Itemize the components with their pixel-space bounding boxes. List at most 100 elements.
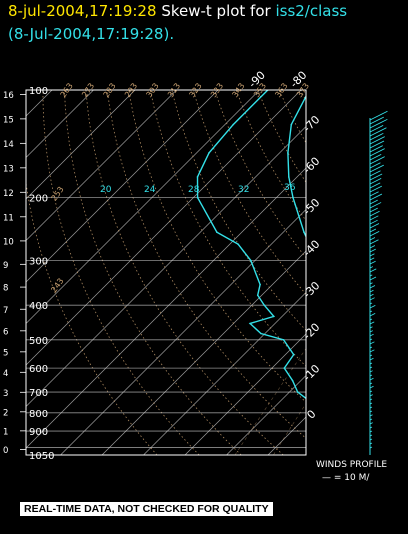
chart-title: 8-jul-2004,17:19:28 Skew-t plot for iss2… — [8, 2, 347, 20]
dry-adiabat — [214, 90, 306, 259]
pressure-tick-label: 1050 — [29, 451, 54, 462]
sounding-point — [349, 339, 351, 341]
wind-barb — [369, 366, 373, 369]
wind-barb — [369, 219, 378, 225]
wind-barb — [369, 182, 381, 189]
title-station: iss2/class — [275, 2, 348, 20]
wind-barb — [369, 237, 376, 241]
dry-adiabat — [26, 180, 158, 455]
isotherm-line — [184, 333, 306, 455]
wind-barb — [369, 374, 373, 377]
dry-adiabat — [171, 90, 306, 331]
sounding-point — [343, 412, 345, 414]
wind-barb — [369, 274, 373, 277]
wind-barb — [369, 257, 375, 261]
sounding-point — [346, 421, 348, 423]
wind-barb — [369, 346, 373, 349]
mixing-ratio-label: 36 — [284, 183, 296, 193]
sounding-point — [316, 260, 318, 262]
sounding-temperature-line — [287, 94, 306, 239]
wind-barb — [369, 442, 373, 445]
wind-barb — [369, 136, 385, 145]
mixing-ratio-line — [359, 305, 408, 455]
mixing-ratio-line — [386, 305, 408, 455]
sounding-point — [372, 391, 374, 393]
wind-barb — [369, 341, 375, 345]
km-tick-label: 3 — [3, 389, 8, 399]
isotherm-line — [26, 90, 177, 241]
sounding-point — [208, 152, 210, 154]
pressure-tick-label: 800 — [29, 409, 48, 420]
temperature-tick-label: -60 — [301, 155, 323, 177]
pressure-tick-label: 100 — [29, 86, 48, 97]
isotherm-line — [60, 209, 306, 455]
km-tick-label: 8 — [3, 284, 8, 294]
wind-barb — [369, 207, 378, 213]
wind-barb — [369, 377, 374, 381]
pressure-tick-label: 900 — [29, 427, 48, 438]
mixing-ratio-label: 20 — [100, 185, 112, 195]
sounding-point — [355, 354, 357, 356]
dry-adiabat — [235, 90, 306, 222]
isotherm-line — [143, 292, 306, 455]
wind-barb — [369, 253, 375, 257]
km-tick-label: 7 — [3, 306, 8, 316]
wind-barb — [369, 199, 378, 205]
mixing-ratio-label: 24 — [144, 185, 156, 195]
dry-adiabat — [365, 90, 408, 455]
wind-barb — [369, 349, 375, 353]
sounding-point — [259, 283, 261, 286]
wind-barb — [369, 125, 384, 133]
sounding-point — [260, 332, 262, 335]
mixing-ratio-line — [397, 305, 408, 455]
wind-barb — [369, 132, 384, 141]
km-tick-label: 16 — [3, 91, 14, 101]
wind-barb — [369, 402, 373, 405]
dry-adiabat — [387, 90, 408, 455]
wind-barb — [369, 406, 373, 409]
wind-barb — [369, 326, 373, 329]
wind-barb — [369, 297, 375, 301]
sounding-point — [287, 152, 289, 154]
mixing-ratio-line — [273, 403, 306, 455]
wind-barb — [369, 185, 383, 193]
wind-barb — [369, 276, 377, 281]
wind-barb — [369, 266, 374, 269]
isotherm-line — [26, 90, 302, 366]
sounding-point — [291, 379, 294, 382]
temperature-tick-label: -70 — [301, 113, 323, 135]
sounding-point — [358, 367, 360, 369]
dry-adiabat — [300, 90, 306, 102]
sounding-point — [216, 231, 218, 233]
wind-barb — [369, 110, 388, 121]
sounding-point — [282, 339, 285, 341]
winds-scale-label: — = 10 M/ — [322, 473, 370, 483]
sounding-point — [292, 353, 295, 356]
isotherm-line — [351, 90, 408, 455]
pressure-tick-label: 600 — [29, 364, 48, 375]
wind-barb — [369, 245, 376, 249]
title-date: 8-jul-2004,17:19:28 — [8, 2, 157, 20]
mixing-ratio-line — [374, 305, 408, 455]
wind-barb — [369, 260, 376, 265]
wind-barb — [369, 362, 373, 365]
sounding-point — [249, 322, 251, 325]
sounding-point — [353, 439, 355, 441]
mixing-ratio-label: 32 — [238, 185, 249, 195]
dry-adiabat — [278, 90, 306, 144]
wind-barb — [369, 357, 374, 361]
isotherm-line — [310, 90, 408, 455]
sounding-point — [196, 196, 199, 199]
sounding-point — [296, 391, 299, 393]
km-tick-label: 12 — [3, 189, 14, 199]
km-tick-label: 13 — [3, 164, 14, 174]
sounding-point — [399, 430, 401, 432]
isotherm-line — [393, 90, 408, 455]
dry-adiabat — [42, 90, 200, 455]
sounding-point — [378, 402, 380, 404]
sounding-point — [337, 435, 339, 437]
wind-barb — [369, 313, 376, 317]
wind-barb — [369, 162, 381, 169]
wind-barb — [369, 193, 383, 201]
